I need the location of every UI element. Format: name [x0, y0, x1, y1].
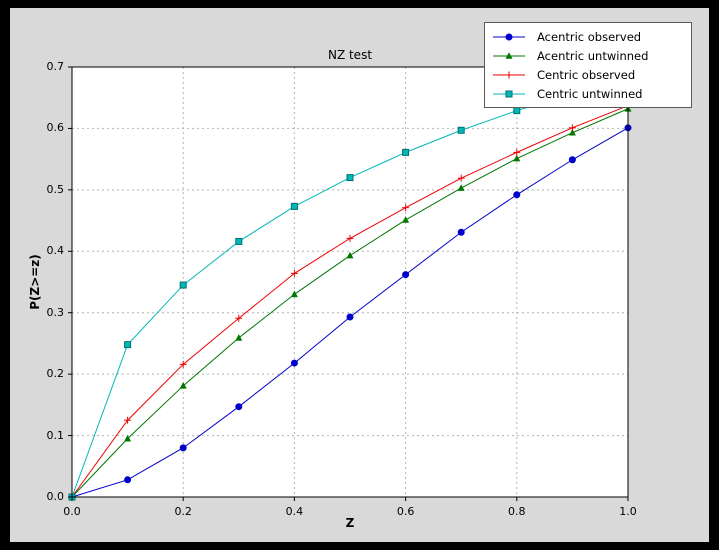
marker-circle-icon [346, 313, 354, 321]
plot-border [71, 66, 629, 498]
x-tick-label: 0.6 [396, 505, 415, 518]
x-tick-label: 0.4 [285, 505, 304, 518]
legend-label: Acentric observed [537, 29, 642, 44]
marker-circle-icon [568, 156, 576, 164]
marker-circle-icon [457, 228, 465, 236]
legend-line-sample-icon [493, 71, 525, 78]
marker-square-icon [457, 126, 465, 134]
marker-triangle-icon [346, 251, 354, 259]
marker-triangle-icon [179, 382, 187, 389]
legend-label: Acentric untwinned [537, 48, 649, 63]
legend-line-sample-icon [493, 90, 525, 97]
y-tick-label: 0.5 [46, 182, 65, 196]
y-tick-label: 0.4 [46, 244, 65, 258]
marker-square-icon [124, 341, 132, 349]
marker-triangle-icon [513, 154, 521, 162]
marker-square-icon [513, 107, 521, 115]
marker-triangle-icon [457, 184, 465, 191]
legend-line-sample-icon [493, 33, 525, 40]
y-tick-label: 0.2 [46, 367, 65, 381]
marker-circle-icon [505, 33, 513, 40]
marker-square-icon [235, 237, 243, 245]
legend: Acentric observed Acentric untwinned Centr… [484, 22, 692, 108]
marker-triangle-icon [124, 434, 132, 442]
marker-square-icon [505, 90, 513, 97]
chart-title: NZ test [327, 48, 373, 62]
legend-label: Centric untwinned [537, 86, 643, 101]
legend-entry: Acentric observed [491, 27, 683, 46]
marker-triangle-icon [505, 51, 513, 59]
plot-background [72, 67, 628, 497]
y-tick-label: 0.1 [46, 428, 65, 442]
marker-triangle-icon [568, 128, 576, 136]
legend-entry: Centric observed [491, 65, 683, 84]
marker-square-icon [346, 174, 354, 182]
x-axis-label: Z [345, 516, 355, 530]
marker-circle-icon [290, 359, 298, 367]
marker-square-icon [290, 202, 298, 210]
legend-entry: Centric untwinned [491, 84, 683, 103]
marker-circle-icon [235, 403, 243, 411]
marker-square-icon [402, 148, 410, 156]
marker-square-icon [179, 281, 187, 289]
plot-svg [68, 66, 632, 501]
y-axis-label: P(Z>=z) [28, 254, 42, 310]
y-tick-label: 0.6 [46, 121, 65, 135]
x-tick-label: 0.8 [508, 505, 526, 518]
marker-triangle-icon [235, 334, 243, 341]
marker-circle-icon [124, 476, 132, 484]
marker-circle-icon [179, 444, 187, 452]
y-tick-label: 0.0 [46, 490, 65, 503]
y-tick-label: 0.3 [46, 305, 65, 319]
marker-triangle-icon [290, 290, 298, 298]
legend-line-sample-icon [493, 51, 525, 59]
figure: NZ test Z P(Z>=z) Acentric observed Acent… [10, 8, 709, 542]
x-tick-label: 0.0 [63, 505, 81, 518]
legend-entry: Acentric untwinned [491, 46, 683, 65]
x-tick-label: 0.2 [174, 505, 192, 518]
marker-triangle-icon [402, 216, 410, 223]
legend-label: Centric observed [537, 67, 636, 82]
marker-circle-icon [513, 191, 521, 199]
marker-circle-icon [402, 271, 410, 279]
x-tick-label: 1.0 [619, 505, 637, 518]
y-tick-label: 0.7 [46, 60, 65, 73]
